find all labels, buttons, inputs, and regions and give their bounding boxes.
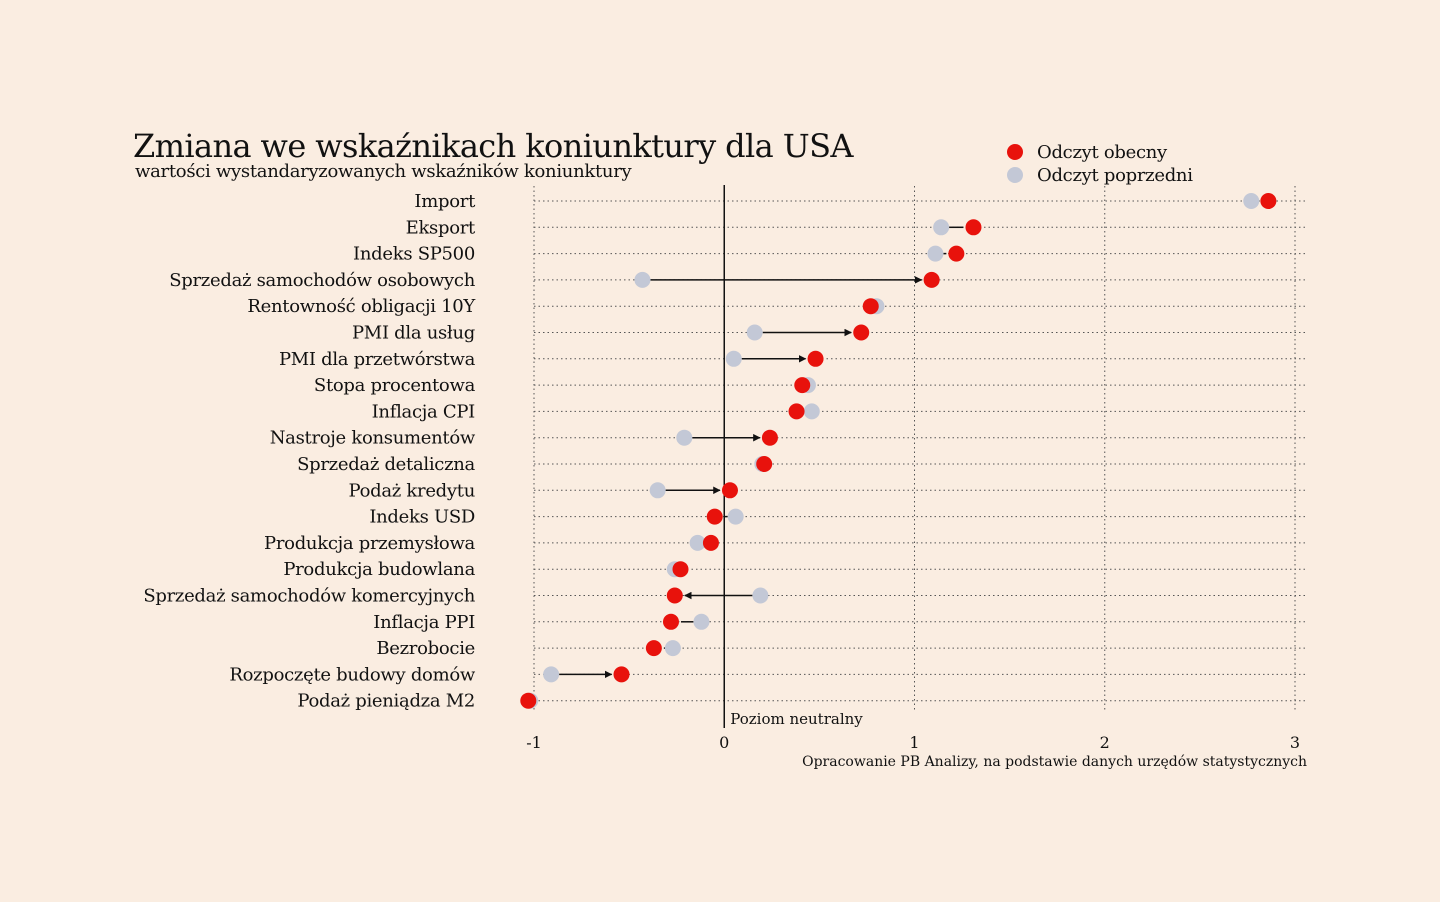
category-label: Stopa procentowa bbox=[314, 375, 476, 396]
legend-marker-current bbox=[1007, 144, 1023, 160]
point-current bbox=[948, 245, 965, 262]
point-previous bbox=[933, 219, 950, 236]
point-current bbox=[923, 271, 940, 288]
point-previous bbox=[803, 403, 820, 420]
point-current bbox=[520, 692, 537, 709]
point-current bbox=[666, 587, 683, 604]
category-label: Sprzedaż samochodów komercyjnych bbox=[143, 586, 475, 607]
connectors bbox=[559, 226, 964, 679]
category-label: Bezrobocie bbox=[376, 638, 475, 659]
point-current bbox=[756, 456, 773, 472]
source-note: Opracowanie PB Analizy, na podstawie dan… bbox=[802, 754, 1307, 770]
point-previous bbox=[927, 245, 944, 262]
x-tick-label: 0 bbox=[719, 733, 729, 752]
point-previous bbox=[649, 482, 666, 499]
grid bbox=[533, 186, 1305, 711]
category-label: Sprzedaż samochodów osobowych bbox=[169, 270, 475, 291]
x-axis: -1 0 1 2 3 bbox=[526, 733, 1300, 752]
category-label: Podaż kredytu bbox=[349, 480, 475, 501]
neutral-line-label: Poziom neutralny bbox=[730, 710, 863, 728]
chart-title: Zmiana we wskaźnikach koniunktury dla US… bbox=[133, 127, 854, 165]
legend-marker-previous bbox=[1007, 167, 1023, 183]
point-previous bbox=[689, 534, 706, 551]
point-previous bbox=[727, 508, 744, 525]
category-label: Produkcja budowlana bbox=[283, 559, 475, 580]
category-label: Inflacja CPI bbox=[372, 401, 476, 422]
point-current bbox=[613, 666, 630, 683]
point-current bbox=[672, 561, 689, 578]
category-labels: Import Eksport Indeks SP500 Sprzedaż samoch… bbox=[143, 191, 476, 712]
x-tick-label: -1 bbox=[526, 733, 542, 752]
x-tick-label: 1 bbox=[909, 733, 919, 752]
point-current bbox=[862, 298, 879, 315]
point-previous bbox=[676, 429, 693, 446]
point-previous bbox=[664, 640, 681, 657]
point-current bbox=[721, 482, 738, 499]
category-label: PMI dla usług bbox=[352, 323, 475, 344]
point-current bbox=[788, 403, 805, 420]
category-label: Import bbox=[414, 191, 476, 212]
point-previous bbox=[693, 613, 710, 630]
category-label: Indeks SP500 bbox=[353, 244, 475, 265]
point-previous bbox=[725, 350, 742, 367]
x-tick-label: 3 bbox=[1290, 733, 1300, 752]
category-label: Rentowność obligacji 10Y bbox=[247, 296, 476, 317]
legend-label-current: Odczyt obecny bbox=[1037, 142, 1168, 163]
category-label: Podaż pieniądza M2 bbox=[297, 691, 475, 712]
point-current bbox=[965, 219, 982, 236]
category-label: Inflacja PPI bbox=[373, 612, 475, 633]
category-label: PMI dla przetwórstwa bbox=[279, 349, 476, 370]
point-previous bbox=[543, 666, 560, 683]
point-current bbox=[807, 350, 824, 367]
chart-subtitle: wartości wystandaryzowanych wskaźników k… bbox=[135, 161, 633, 182]
category-label: Produkcja przemysłowa bbox=[264, 533, 476, 554]
category-label: Eksport bbox=[406, 217, 476, 238]
points bbox=[520, 193, 1277, 709]
legend-label-previous: Odczyt poprzedni bbox=[1037, 165, 1193, 186]
point-current bbox=[645, 640, 662, 657]
point-current bbox=[1260, 193, 1277, 209]
point-current bbox=[702, 534, 719, 551]
category-label: Indeks USD bbox=[369, 507, 475, 528]
point-previous bbox=[752, 587, 769, 604]
point-current bbox=[662, 613, 679, 630]
point-previous bbox=[746, 324, 763, 341]
point-previous bbox=[1243, 193, 1260, 209]
neutral-line-group: Poziom neutralny bbox=[723, 185, 863, 728]
point-current bbox=[794, 377, 811, 394]
point-current bbox=[761, 429, 778, 446]
category-label: Nastroje konsumentów bbox=[270, 428, 476, 449]
point-current bbox=[853, 324, 870, 341]
x-tick-label: 2 bbox=[1100, 733, 1110, 752]
category-label: Rozpoczęte budowy domów bbox=[229, 664, 475, 685]
point-current bbox=[706, 508, 723, 525]
category-label: Sprzedaż detaliczna bbox=[297, 454, 475, 475]
legend: Odczyt obecny Odczyt poprzedni bbox=[1007, 142, 1194, 186]
point-previous bbox=[634, 271, 651, 288]
